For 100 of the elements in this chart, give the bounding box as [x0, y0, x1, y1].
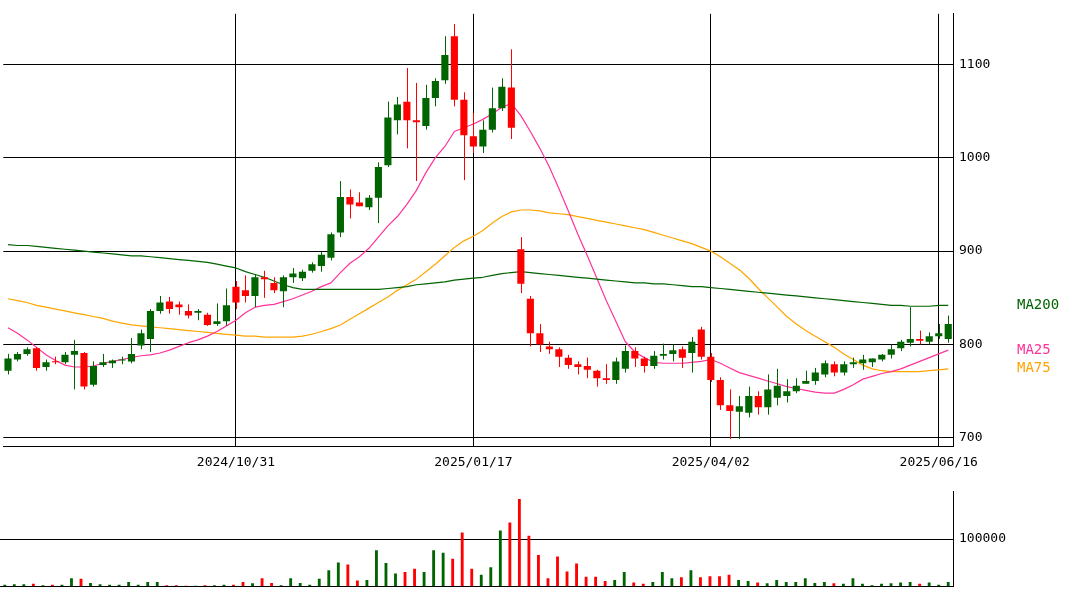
- bar: [441, 552, 445, 587]
- bar: [422, 572, 426, 587]
- bar: [413, 568, 416, 587]
- y-tick-label: 100000: [959, 530, 1006, 546]
- candlestick: [42, 359, 50, 372]
- bar: [670, 578, 674, 587]
- bar: [336, 562, 340, 587]
- y-tick-label: 800: [959, 335, 983, 351]
- candlestick: [802, 370, 810, 385]
- bar: [575, 563, 578, 587]
- x-tick-label: 2025/06/16: [899, 453, 978, 469]
- bar: [813, 582, 817, 587]
- candlestick: [849, 357, 857, 369]
- candlestick: [241, 274, 249, 304]
- candlestick: [137, 329, 145, 350]
- candlestick: [175, 301, 183, 316]
- candlestick: [213, 302, 221, 327]
- bar: [498, 530, 502, 587]
- x-tick-label: 2025/04/02: [671, 453, 750, 469]
- bar: [517, 498, 521, 587]
- candlestick: [99, 353, 107, 368]
- bar: [803, 578, 807, 587]
- y-tick-label: 1000: [959, 149, 991, 165]
- bar: [470, 568, 474, 587]
- x-tick-label: 2024/10/31: [196, 453, 276, 469]
- bar: [251, 583, 254, 587]
- bar: [451, 558, 455, 587]
- bar: [355, 580, 359, 587]
- candlestick: [925, 331, 933, 346]
- candlestick: [194, 308, 202, 321]
- candlestick: [602, 363, 610, 385]
- bar: [651, 581, 655, 587]
- bar: [718, 576, 721, 587]
- candlestick: [4, 353, 12, 375]
- candlestick: [61, 351, 69, 365]
- bar: [479, 574, 483, 587]
- bar: [365, 580, 369, 587]
- bar: [489, 567, 493, 587]
- candlestick: [574, 360, 582, 375]
- bar: [346, 564, 350, 587]
- bar: [89, 582, 92, 587]
- candlestick: [412, 82, 420, 182]
- bar: [765, 583, 769, 587]
- text: MA75: [1017, 359, 1051, 376]
- bar: [822, 581, 826, 587]
- bar: [756, 582, 760, 587]
- bar: [603, 581, 607, 587]
- bar: [899, 582, 903, 587]
- bar: [70, 578, 73, 587]
- bar: [746, 581, 750, 587]
- bar: [775, 580, 779, 587]
- bar: [689, 570, 693, 587]
- candlestick: [735, 395, 743, 440]
- bar: [927, 582, 931, 587]
- candlestick: [13, 351, 22, 362]
- candlestick: [80, 351, 88, 390]
- candlestick: [545, 341, 553, 355]
- candlestick: [659, 343, 667, 361]
- candlestick: [935, 323, 943, 340]
- bar: [375, 550, 378, 587]
- candlestick: [631, 346, 639, 368]
- bar: [155, 581, 159, 587]
- bar: [537, 555, 540, 587]
- candlestick: [23, 346, 31, 357]
- bar: [946, 581, 950, 587]
- bar: [832, 583, 836, 587]
- bar: [317, 578, 321, 587]
- bar: [298, 582, 302, 587]
- candlestick: [232, 280, 240, 310]
- bar: [394, 573, 397, 587]
- bar: [460, 532, 464, 587]
- candlestick: [260, 270, 268, 299]
- bar: [594, 576, 598, 587]
- bar: [660, 572, 664, 587]
- x-tick-label: 2025/01/17: [434, 453, 513, 469]
- bar: [146, 581, 150, 587]
- bar: [632, 582, 636, 587]
- candlestick: [878, 353, 886, 362]
- bar: [556, 556, 559, 587]
- bar: [508, 522, 512, 587]
- candlestick: [184, 303, 193, 319]
- bar: [613, 580, 617, 587]
- bar: [679, 577, 683, 587]
- candlestick: [156, 295, 164, 315]
- bar: [289, 578, 293, 587]
- candlestick: [536, 323, 544, 353]
- candlestick: [678, 345, 686, 369]
- bar: [699, 577, 702, 587]
- bar: [432, 550, 436, 587]
- bar: [737, 580, 741, 587]
- candlestick: [118, 356, 126, 365]
- candlestick: [726, 388, 734, 440]
- bar: [270, 582, 274, 587]
- bar: [127, 581, 131, 587]
- candlestick: [840, 360, 848, 376]
- text: MA25: [1017, 340, 1051, 357]
- y-tick-label: 900: [959, 242, 983, 258]
- candlestick: [555, 346, 563, 368]
- candlestick: [783, 378, 791, 403]
- bar: [527, 535, 531, 587]
